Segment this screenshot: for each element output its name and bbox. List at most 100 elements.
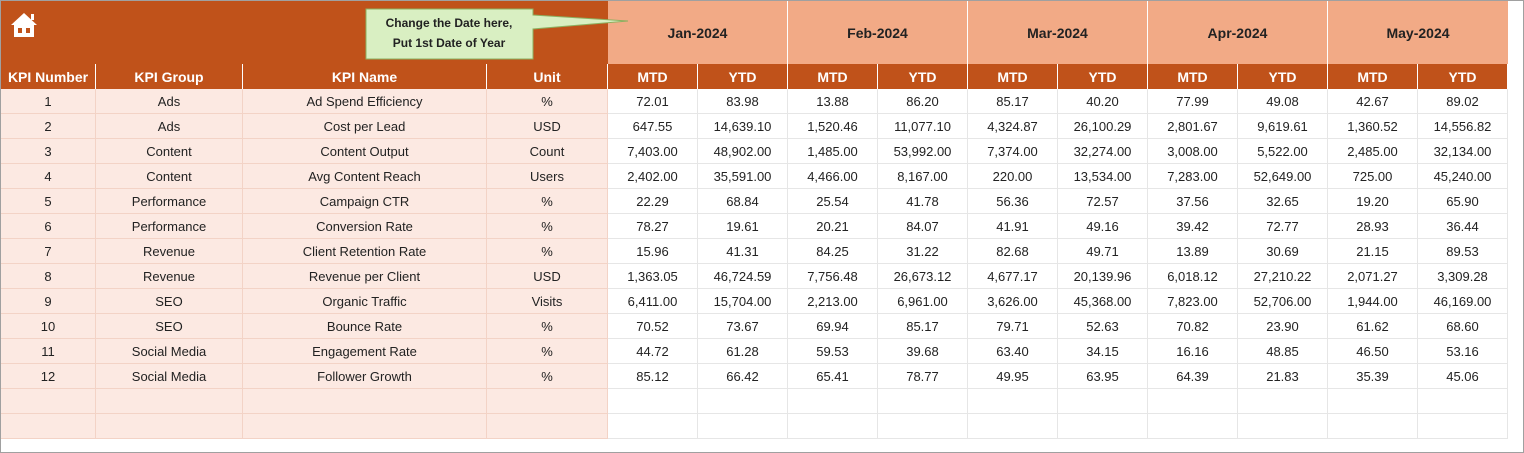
table-cell: 14,556.82 bbox=[1418, 114, 1508, 139]
table-cell: % bbox=[487, 314, 608, 339]
callout-text: Put 1st Date of Year bbox=[393, 36, 506, 50]
column-header: YTD bbox=[1418, 64, 1508, 89]
table-cell: 1,363.05 bbox=[608, 264, 698, 289]
table-cell: 56.36 bbox=[968, 189, 1058, 214]
table-cell: 35.39 bbox=[1328, 364, 1418, 389]
table-cell: % bbox=[487, 89, 608, 114]
empty-cell bbox=[698, 389, 788, 414]
table-cell: 53,992.00 bbox=[878, 139, 968, 164]
table-cell: 70.52 bbox=[608, 314, 698, 339]
table-cell: Content bbox=[96, 139, 243, 164]
table-cell: 2,801.67 bbox=[1148, 114, 1238, 139]
home-icon[interactable] bbox=[11, 13, 37, 37]
table-cell: 2,071.27 bbox=[1328, 264, 1418, 289]
table-cell: 49.16 bbox=[1058, 214, 1148, 239]
table-cell: 4,677.17 bbox=[968, 264, 1058, 289]
table-cell: 72.77 bbox=[1238, 214, 1328, 239]
table-cell: USD bbox=[487, 114, 608, 139]
header-graphics: Change the Date here, Put 1st Date of Ye… bbox=[11, 8, 629, 60]
table-cell: 84.07 bbox=[878, 214, 968, 239]
table-cell: Conversion Rate bbox=[243, 214, 487, 239]
column-header: Unit bbox=[487, 64, 608, 89]
table-cell: 1 bbox=[1, 89, 96, 114]
column-header: MTD bbox=[1148, 64, 1238, 89]
empty-cell bbox=[1, 389, 96, 414]
table-cell: 2,485.00 bbox=[1328, 139, 1418, 164]
table-cell: 49.08 bbox=[1238, 89, 1328, 114]
table-cell: 13,534.00 bbox=[1058, 164, 1148, 189]
table-cell: 77.99 bbox=[1148, 89, 1238, 114]
empty-cell bbox=[1148, 414, 1238, 439]
column-header: MTD bbox=[968, 64, 1058, 89]
table-cell: 46.50 bbox=[1328, 339, 1418, 364]
table-cell: 19.20 bbox=[1328, 189, 1418, 214]
table-cell: 68.60 bbox=[1418, 314, 1508, 339]
column-header: YTD bbox=[1058, 64, 1148, 89]
table-cell: 1,520.46 bbox=[788, 114, 878, 139]
table-cell: 68.84 bbox=[698, 189, 788, 214]
month-header: Feb-2024 bbox=[788, 1, 968, 64]
table-cell: 1,485.00 bbox=[788, 139, 878, 164]
table-cell: 6 bbox=[1, 214, 96, 239]
table-cell: Revenue bbox=[96, 239, 243, 264]
table-cell: 1,944.00 bbox=[1328, 289, 1418, 314]
empty-cell bbox=[878, 414, 968, 439]
table-cell: 36.44 bbox=[1418, 214, 1508, 239]
table-cell: 78.27 bbox=[608, 214, 698, 239]
table-cell: % bbox=[487, 364, 608, 389]
table-cell: 53.16 bbox=[1418, 339, 1508, 364]
month-header: Apr-2024 bbox=[1148, 1, 1328, 64]
table-cell: 725.00 bbox=[1328, 164, 1418, 189]
table-cell: 46,724.59 bbox=[698, 264, 788, 289]
table-cell: 63.40 bbox=[968, 339, 1058, 364]
table-cell: 11,077.10 bbox=[878, 114, 968, 139]
empty-cell bbox=[487, 414, 608, 439]
table-cell: Avg Content Reach bbox=[243, 164, 487, 189]
table-cell: 86.20 bbox=[878, 89, 968, 114]
table-cell: 46,169.00 bbox=[1418, 289, 1508, 314]
column-header: YTD bbox=[878, 64, 968, 89]
table-cell: Performance bbox=[96, 214, 243, 239]
empty-cell bbox=[788, 389, 878, 414]
table-cell: 7,756.48 bbox=[788, 264, 878, 289]
table-cell: 7,283.00 bbox=[1148, 164, 1238, 189]
table-cell: 16.16 bbox=[1148, 339, 1238, 364]
table-cell: 19.61 bbox=[698, 214, 788, 239]
table-cell: 45.06 bbox=[1418, 364, 1508, 389]
table-cell: 73.67 bbox=[698, 314, 788, 339]
table-cell: 4,466.00 bbox=[788, 164, 878, 189]
table-cell: Performance bbox=[96, 189, 243, 214]
empty-cell bbox=[1418, 414, 1508, 439]
table-cell: 45,368.00 bbox=[1058, 289, 1148, 314]
table-cell: 20,139.96 bbox=[1058, 264, 1148, 289]
table-cell: 21.83 bbox=[1238, 364, 1328, 389]
table-cell: 7 bbox=[1, 239, 96, 264]
table-cell: 49.71 bbox=[1058, 239, 1148, 264]
column-header: KPI Group bbox=[96, 64, 243, 89]
table-cell: 1,360.52 bbox=[1328, 114, 1418, 139]
table-cell: 39.42 bbox=[1148, 214, 1238, 239]
table-cell: 70.82 bbox=[1148, 314, 1238, 339]
table-cell: 3,626.00 bbox=[968, 289, 1058, 314]
empty-cell bbox=[698, 414, 788, 439]
empty-cell bbox=[1148, 389, 1238, 414]
empty-cell bbox=[487, 389, 608, 414]
table-cell: 42.67 bbox=[1328, 89, 1418, 114]
empty-cell bbox=[1238, 414, 1328, 439]
table-cell: Revenue per Client bbox=[243, 264, 487, 289]
table-cell: 66.42 bbox=[698, 364, 788, 389]
empty-cell bbox=[243, 414, 487, 439]
table-cell: Campaign CTR bbox=[243, 189, 487, 214]
table-cell: 69.94 bbox=[788, 314, 878, 339]
table-cell: 26,673.12 bbox=[878, 264, 968, 289]
table-cell: Visits bbox=[487, 289, 608, 314]
table-cell: 22.29 bbox=[608, 189, 698, 214]
table-cell: 41.31 bbox=[698, 239, 788, 264]
table-cell: 2,213.00 bbox=[788, 289, 878, 314]
table-cell: 5,522.00 bbox=[1238, 139, 1328, 164]
table-cell: 59.53 bbox=[788, 339, 878, 364]
table-cell: Content Output bbox=[243, 139, 487, 164]
table-cell: % bbox=[487, 214, 608, 239]
empty-cell bbox=[243, 389, 487, 414]
